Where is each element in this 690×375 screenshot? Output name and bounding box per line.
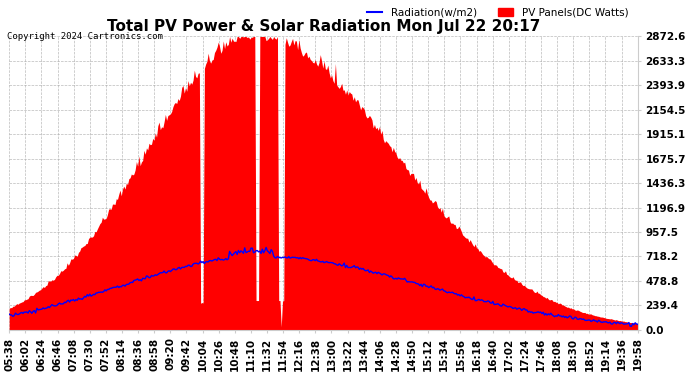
Title: Total PV Power & Solar Radiation Mon Jul 22 20:17: Total PV Power & Solar Radiation Mon Jul…	[107, 19, 540, 34]
Legend: Radiation(w/m2), PV Panels(DC Watts): Radiation(w/m2), PV Panels(DC Watts)	[363, 4, 633, 22]
Text: Copyright 2024 Cartronics.com: Copyright 2024 Cartronics.com	[7, 32, 163, 41]
